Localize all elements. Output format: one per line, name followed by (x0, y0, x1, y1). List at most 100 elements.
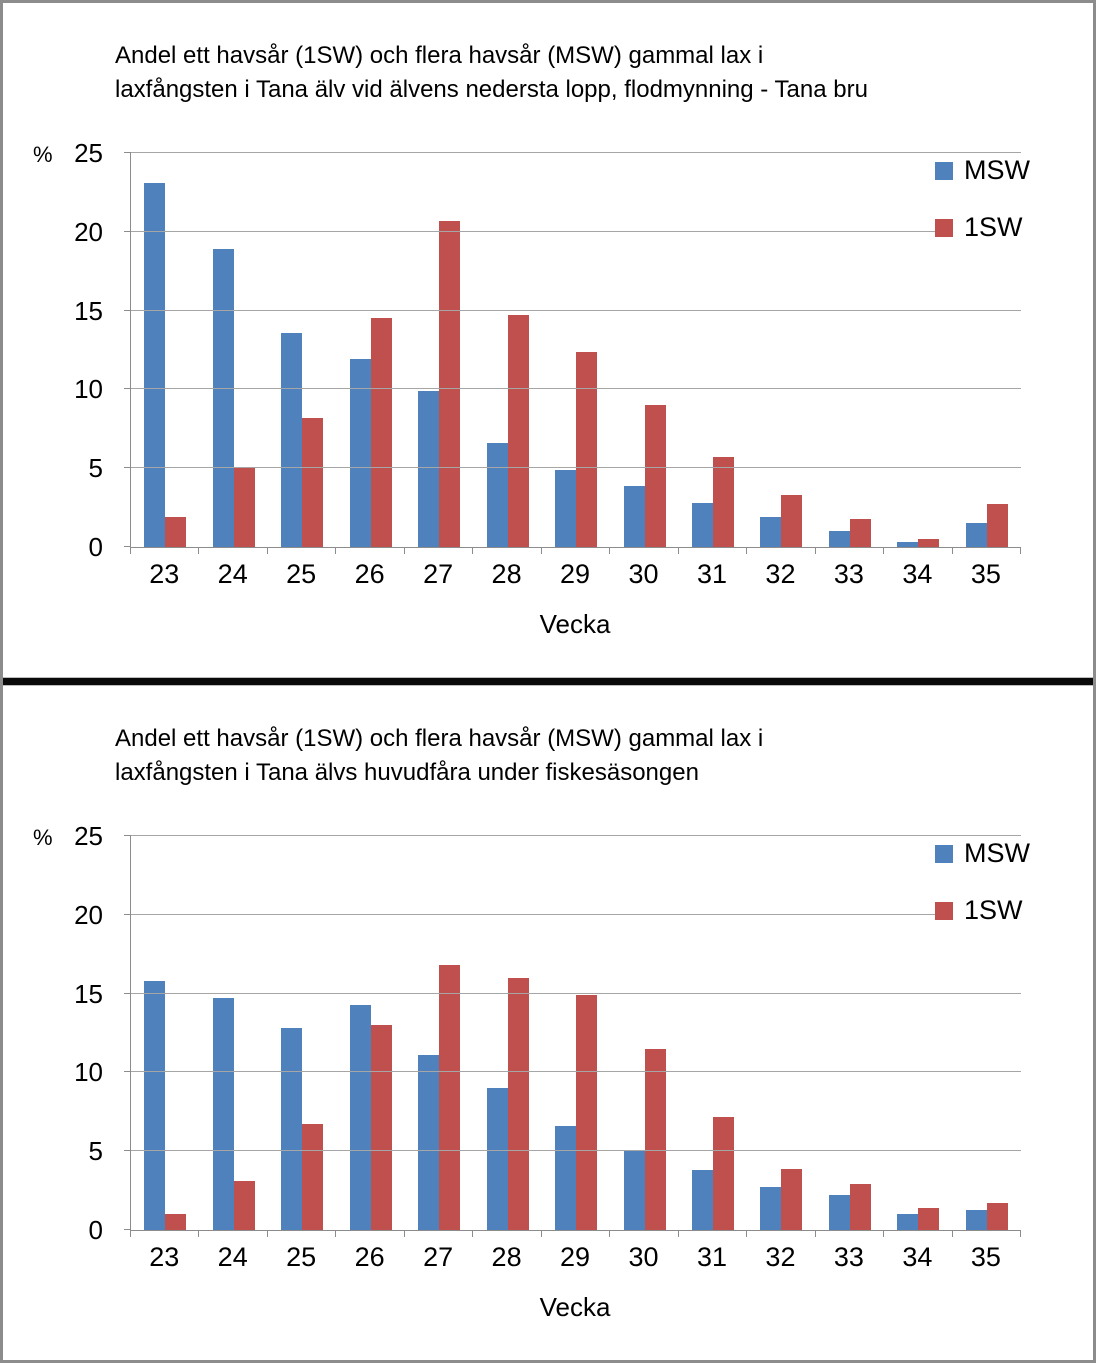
bar-1sw-week-23 (165, 517, 187, 547)
bar-msw-week-33 (828, 1195, 850, 1230)
x-tick-label-32: 32 (765, 1242, 796, 1272)
bar-1sw-week-30 (644, 405, 666, 547)
bar-msw-week-25 (281, 1028, 303, 1230)
bar-group-week-34 (884, 836, 952, 1230)
y-tick-mark-10 (124, 388, 131, 390)
x-tick-label-23: 23 (149, 559, 180, 589)
legend-swatch-msw-icon (935, 161, 953, 180)
x-tick-mark-9 (746, 548, 748, 554)
bar-1sw-week-26 (370, 318, 392, 547)
y-tick-mark-20 (124, 230, 131, 232)
bar-1sw-week-35 (986, 504, 1008, 547)
gridline-5 (131, 467, 1021, 469)
y-tick-label-5: 5 (88, 1136, 103, 1167)
x-axis-title: Vecka (539, 609, 611, 639)
gridline-5 (131, 1150, 1021, 1152)
x-tick-label-30: 30 (628, 1242, 659, 1272)
x-tick-label-26: 26 (354, 559, 385, 589)
y-tick-mark-25 (124, 835, 131, 836)
chart-title: Andel ett havsår (1SW) och flera havsår … (115, 722, 763, 790)
bar-group-week-31 (679, 153, 747, 547)
x-tick-label-32: 32 (765, 559, 796, 589)
bar-group-week-25 (268, 836, 336, 1230)
x-tick-mark-12 (951, 1231, 953, 1237)
bar-msw-week-28 (486, 442, 508, 547)
bar-group-week-28 (473, 153, 541, 547)
chart-title-line-2: laxfångsten i Tana älvs huvudfåra under … (115, 759, 699, 786)
chart-title-line-1: Andel ett havsår (1SW) och flera havsår … (115, 725, 764, 752)
y-axis: 0 5 10 15 20 25 (3, 138, 103, 562)
bar-msw-week-27 (418, 390, 440, 547)
bar-msw-week-24 (212, 998, 234, 1230)
bar-1sw-week-29 (576, 351, 598, 547)
x-tick-mark-11 (883, 548, 885, 554)
x-tick-label-28: 28 (491, 559, 522, 589)
x-tick-label-35: 35 (970, 1242, 1001, 1272)
bar-1sw-week-27 (439, 220, 461, 547)
legend-entry-msw: MSW (935, 155, 1030, 186)
bar-1sw-week-29 (576, 995, 598, 1230)
gridline-15 (131, 309, 1021, 311)
bar-group-week-27 (405, 153, 473, 547)
y-tick-label-10: 10 (74, 1057, 103, 1088)
x-tick-label-25: 25 (286, 559, 317, 589)
chart-title-line-1: Andel ett havsår (1SW) och flera havsår … (115, 42, 764, 69)
bar-msw-week-23 (144, 981, 166, 1230)
bar-group-week-32 (747, 153, 815, 547)
x-tick-mark-6 (540, 548, 542, 554)
y-axis-unit-label: % (33, 142, 53, 167)
y-axis: 0 5 10 15 20 25 (3, 821, 103, 1245)
gridline-20 (131, 913, 1021, 915)
x-tick-label-34: 34 (902, 1242, 933, 1272)
bar-group-week-29 (542, 153, 610, 547)
bar-group-week-30 (610, 153, 678, 547)
plot-area (124, 835, 1021, 1237)
x-tick-mark-10 (814, 1231, 816, 1237)
bar-1sw-week-24 (233, 468, 255, 547)
y-tick-mark-0 (124, 546, 131, 547)
bar-msw-week-33 (828, 531, 850, 547)
bar-1sw-week-25 (302, 417, 324, 547)
chart-title-line-2: laxfångsten i Tana älv vid älvens neders… (115, 76, 868, 103)
y-tick-label-10: 10 (74, 374, 103, 405)
y-tick-label-0: 0 (88, 1215, 103, 1245)
x-tick-mark-4 (403, 1231, 405, 1237)
bar-msw-week-24 (212, 249, 234, 547)
x-tick-mark-1 (198, 1231, 200, 1237)
bar-group-week-35 (953, 836, 1021, 1230)
bars (131, 153, 1021, 547)
legend-entry-msw: MSW (935, 838, 1030, 869)
bar-1sw-week-30 (644, 1048, 666, 1230)
gridline-15 (131, 992, 1021, 994)
bar-msw-week-23 (144, 182, 166, 547)
bar-msw-week-26 (349, 1004, 371, 1230)
x-tick-label-33: 33 (833, 559, 864, 589)
x-labels: 23 24 25 26 27 28 29 30 31 32 33 34 35 (130, 1242, 1020, 1273)
bar-1sw-week-35 (986, 1203, 1008, 1230)
bar-group-week-34 (884, 153, 952, 547)
bar-msw-week-34 (897, 542, 919, 547)
x-tick-label-29: 29 (560, 1242, 591, 1272)
legend-label-1sw: 1SW (964, 212, 1023, 242)
bar-msw-week-28 (486, 1088, 508, 1230)
bar-msw-week-35 (965, 1209, 987, 1230)
x-tick-label-26: 26 (354, 1242, 385, 1272)
gridline-20 (131, 230, 1021, 232)
bar-1sw-week-28 (507, 315, 529, 547)
x-tick-mark-13 (1020, 1231, 1021, 1237)
legend: MSW 1SW (935, 155, 1030, 243)
bar-msw-week-29 (555, 469, 577, 547)
legend-swatch-1sw-icon (935, 218, 953, 237)
bar-1sw-week-33 (849, 1184, 871, 1230)
gridline-25 (131, 152, 1021, 153)
bar-group-week-29 (542, 836, 610, 1230)
y-tick-label-20: 20 (74, 899, 103, 930)
y-tick-mark-5 (124, 467, 131, 469)
bar-1sw-week-32 (781, 1168, 803, 1230)
x-tick-label-33: 33 (833, 1242, 864, 1272)
x-tick-mark-1 (198, 548, 200, 554)
bar-msw-week-34 (897, 1214, 919, 1230)
x-tick-label-35: 35 (970, 559, 1001, 589)
legend-entry-1sw: 1SW (935, 895, 1030, 926)
